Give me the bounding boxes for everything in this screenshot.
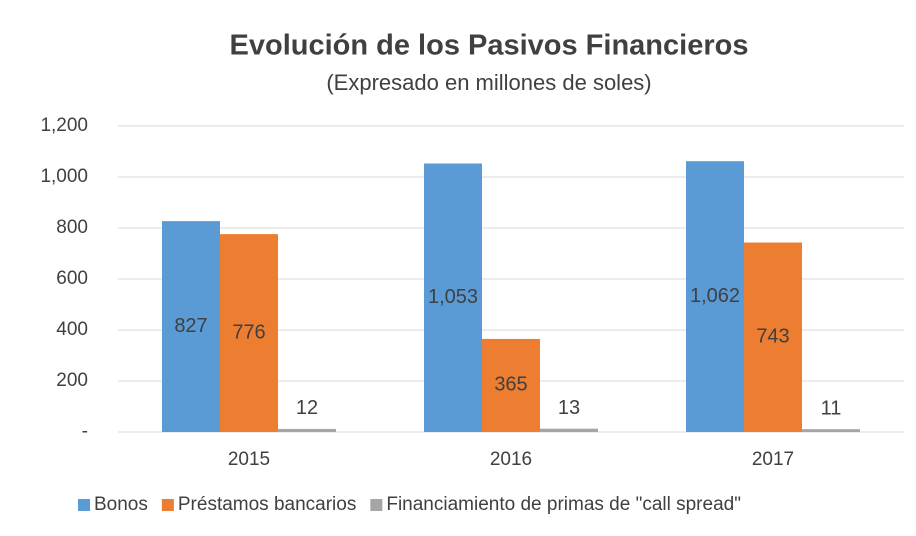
data-label: 12 — [296, 397, 318, 419]
data-label: 365 — [494, 374, 527, 396]
y-tick-label: 1,000 — [40, 166, 88, 187]
data-label: 743 — [756, 326, 789, 348]
legend-swatch — [370, 499, 383, 511]
bar — [802, 429, 860, 432]
y-tick-label: 200 — [56, 370, 88, 391]
chart-subtitle: (Expresado en millones de soles) — [326, 70, 651, 95]
legend-label: Bonos — [94, 494, 148, 515]
y-tick-label: - — [82, 421, 88, 442]
bar — [220, 234, 278, 432]
bar — [540, 428, 598, 432]
legend-label: Préstamos bancarios — [178, 494, 356, 515]
bar — [424, 163, 482, 433]
x-tick-label: 2016 — [490, 449, 532, 470]
bar — [686, 161, 744, 432]
bar — [278, 428, 336, 432]
bar — [482, 338, 540, 432]
data-label: 11 — [821, 397, 842, 419]
bar — [744, 242, 802, 432]
data-label: 827 — [174, 315, 207, 337]
data-label: 1,053 — [428, 286, 478, 308]
y-tick-label: 800 — [56, 217, 88, 238]
y-tick-label: 400 — [56, 319, 88, 340]
x-tick-label: 2015 — [228, 449, 270, 470]
bar — [162, 221, 220, 432]
chart-title: Evolución de los Pasivos Financieros — [230, 30, 749, 62]
x-tick-label: 2017 — [752, 449, 794, 470]
y-tick-label: 1,200 — [40, 115, 88, 136]
data-label: 13 — [558, 397, 580, 419]
legend-swatch — [161, 499, 174, 511]
legend-swatch — [78, 499, 90, 511]
data-label: 776 — [232, 321, 265, 343]
data-label: 1,062 — [690, 285, 740, 307]
legend-label: Financiamiento de primas de "call spread… — [386, 494, 741, 515]
y-tick-label: 600 — [56, 268, 88, 289]
